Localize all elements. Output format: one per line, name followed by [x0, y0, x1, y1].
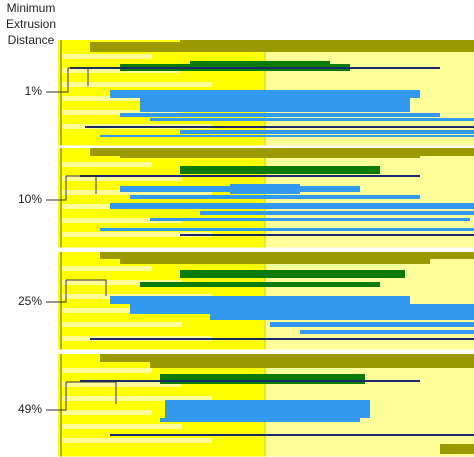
tree-branch [46, 382, 67, 411]
bar [180, 270, 405, 278]
stripe [62, 280, 182, 285]
stripe [62, 410, 152, 415]
tree-branch [66, 175, 97, 194]
stripe [62, 162, 152, 167]
panel-label: 25% [18, 294, 42, 308]
stripe [62, 382, 182, 387]
bar [150, 118, 474, 121]
tree-branch [46, 68, 69, 93]
bar [180, 166, 380, 174]
tree-branch [68, 67, 89, 86]
bar [120, 258, 430, 264]
stripe [62, 54, 152, 59]
bar [100, 252, 474, 259]
header-line: Minimum [7, 1, 56, 15]
panels: 1% 10% 25% 49% [18, 40, 474, 457]
stripe [62, 110, 182, 115]
tree-branch [46, 280, 67, 303]
bar [110, 434, 474, 436]
bar [140, 98, 410, 112]
bar [110, 296, 410, 304]
stripe [62, 308, 152, 313]
stripe [62, 438, 212, 443]
bar [440, 444, 474, 454]
header-line: Extrusion [6, 17, 56, 31]
bar [210, 314, 474, 320]
bar [90, 42, 474, 52]
bar [230, 184, 300, 194]
panel: 10% [18, 148, 474, 251]
header-line: Distance [8, 33, 55, 47]
bar [110, 90, 420, 98]
bar [80, 380, 420, 382]
bar [180, 130, 474, 134]
stripe [62, 396, 212, 401]
stripe [62, 322, 182, 327]
panel-label: 10% [18, 192, 42, 206]
bar [100, 135, 474, 137]
tree-branch [66, 381, 117, 404]
bar [130, 195, 420, 199]
stripe [62, 96, 152, 101]
bar [300, 330, 474, 334]
bar [180, 40, 474, 46]
stripe [62, 266, 152, 271]
stripe [62, 424, 182, 429]
bar [110, 203, 474, 209]
bar [70, 67, 440, 69]
bar [100, 354, 474, 362]
stripe [62, 82, 212, 87]
bar [80, 175, 420, 177]
bar [160, 374, 365, 384]
stripe [62, 190, 212, 195]
stripe [62, 218, 182, 223]
panel-label: 1% [25, 84, 43, 98]
stripe [62, 176, 182, 181]
stripe [62, 204, 152, 209]
panel-label: 49% [18, 402, 42, 416]
bar [150, 362, 474, 368]
bar [190, 61, 330, 65]
bar [140, 282, 380, 287]
bar [130, 304, 474, 314]
bar [90, 338, 474, 340]
panel: 1% [25, 40, 474, 149]
bar [160, 418, 360, 422]
bar [180, 234, 474, 236]
bar [270, 322, 474, 327]
bar [150, 218, 470, 221]
tree-branch [46, 176, 67, 201]
bar [85, 126, 474, 128]
panel: 49% [18, 354, 474, 457]
stripe [62, 368, 152, 373]
bar [120, 113, 440, 117]
stripe [62, 232, 212, 237]
panel: 25% [18, 252, 474, 353]
bar [120, 152, 420, 158]
bar [200, 211, 474, 215]
bar [100, 228, 474, 231]
tree-branch [66, 279, 107, 296]
bar [165, 400, 370, 418]
